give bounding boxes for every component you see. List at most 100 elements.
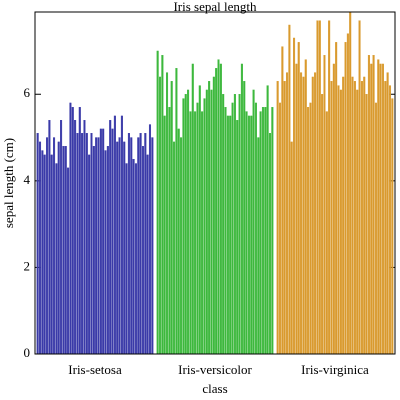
y-tick-label: 2 — [24, 258, 31, 273]
x-tick-label: Iris-setosa — [68, 362, 122, 377]
bar — [330, 81, 333, 355]
bar — [314, 72, 317, 355]
bar — [247, 115, 250, 355]
bar — [132, 158, 135, 355]
bar — [134, 163, 137, 355]
bar — [302, 76, 305, 355]
bar — [123, 141, 126, 355]
bar — [102, 128, 105, 355]
bar — [344, 42, 347, 355]
bar — [90, 133, 93, 355]
bar — [57, 141, 60, 355]
bar — [254, 102, 257, 355]
bar — [379, 63, 382, 355]
bar — [156, 50, 159, 355]
bar — [358, 20, 361, 355]
bar — [127, 133, 130, 355]
bar — [48, 120, 51, 355]
bar — [337, 85, 340, 355]
bar — [217, 59, 220, 355]
bar — [290, 141, 293, 355]
bar — [137, 137, 140, 355]
bar — [346, 33, 349, 355]
bar — [130, 137, 133, 355]
bar — [74, 120, 77, 355]
bar — [182, 98, 185, 355]
bar — [78, 107, 81, 355]
bar — [297, 42, 300, 355]
y-tick-label: 4 — [24, 172, 31, 187]
bar — [177, 128, 180, 355]
bar — [76, 133, 79, 355]
bar — [233, 94, 236, 355]
bar — [318, 20, 321, 355]
bar — [240, 63, 243, 355]
bar — [120, 115, 123, 355]
bar — [106, 146, 109, 355]
bar — [231, 102, 234, 355]
bar — [281, 46, 284, 355]
bar — [286, 72, 289, 355]
bar — [367, 55, 370, 355]
bar — [95, 137, 98, 355]
bar — [374, 102, 377, 355]
bar — [229, 115, 232, 355]
bar — [238, 94, 241, 355]
bar — [224, 107, 227, 355]
bar — [109, 120, 112, 355]
bar — [261, 107, 264, 355]
bar — [363, 76, 366, 355]
bar — [64, 146, 67, 355]
chart-title: Iris sepal length — [173, 0, 257, 14]
bar — [342, 76, 345, 355]
bar — [226, 115, 229, 355]
bar — [323, 55, 326, 355]
bar — [83, 120, 86, 355]
bar — [316, 20, 319, 355]
bar — [50, 154, 53, 355]
bar — [81, 133, 84, 355]
x-axis-label: class — [202, 381, 227, 396]
bar — [311, 76, 314, 355]
bar — [113, 115, 116, 355]
bar — [222, 94, 225, 355]
bar — [38, 141, 42, 355]
bar — [205, 89, 208, 355]
bar — [349, 11, 352, 355]
bar — [268, 133, 272, 355]
bar — [203, 98, 206, 355]
bar — [196, 102, 199, 355]
bar — [161, 55, 164, 355]
bar — [184, 94, 187, 355]
bar — [339, 89, 342, 355]
bar — [372, 55, 375, 355]
bar — [210, 89, 213, 355]
bar — [180, 137, 183, 355]
bar — [321, 94, 324, 355]
bar — [151, 137, 154, 355]
bar — [189, 111, 192, 355]
bar — [384, 81, 387, 355]
bar — [41, 150, 44, 355]
bar — [243, 81, 246, 355]
bar — [53, 137, 56, 355]
bar — [144, 133, 147, 355]
bar — [158, 76, 162, 355]
bar — [250, 115, 253, 355]
bar — [215, 68, 218, 355]
bar — [391, 98, 394, 355]
bar — [278, 102, 282, 355]
bar — [283, 81, 286, 355]
bar — [187, 89, 190, 355]
bar — [166, 72, 169, 355]
bar — [69, 102, 72, 355]
bar — [271, 107, 274, 355]
bar — [252, 89, 255, 355]
bar — [377, 59, 380, 355]
bar — [295, 63, 298, 355]
bar — [191, 63, 194, 355]
bar — [55, 163, 58, 355]
bar — [168, 107, 171, 355]
y-axis-label: sepal length (cm) — [1, 138, 16, 228]
